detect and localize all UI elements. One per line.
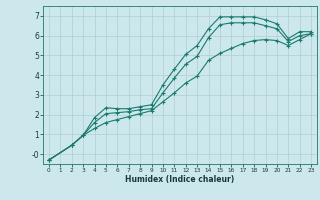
X-axis label: Humidex (Indice chaleur): Humidex (Indice chaleur) bbox=[125, 175, 235, 184]
